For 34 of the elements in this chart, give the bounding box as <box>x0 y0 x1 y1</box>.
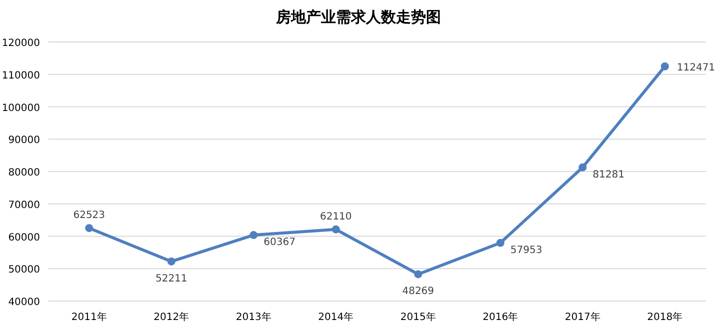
data-label: 62523 <box>73 210 106 222</box>
point <box>85 224 94 232</box>
point <box>660 62 669 70</box>
x-tick-label: 2011年 <box>71 311 107 323</box>
x-tick-label: 2017年 <box>564 311 600 323</box>
y-tick-label: 70000 <box>8 200 40 211</box>
y-tick-label: 100000 <box>2 102 40 114</box>
data-label: 62110 <box>320 211 352 222</box>
data-label: 57953 <box>510 244 542 256</box>
data-label: 60367 <box>264 237 296 248</box>
data-label: 52211 <box>155 273 188 284</box>
x-tick-label: 2014年 <box>318 311 354 323</box>
x-tick-label: 2016年 <box>482 311 518 323</box>
x-tick-label: 2013年 <box>236 311 272 323</box>
point <box>578 163 587 172</box>
point <box>414 270 422 278</box>
x-tick-label: 2018年 <box>647 311 683 323</box>
data-label: 48269 <box>402 286 434 298</box>
y-tick-label: 80000 <box>8 168 40 178</box>
point <box>167 257 176 266</box>
data-label: 81281 <box>592 169 624 180</box>
point <box>250 231 258 240</box>
y-tick-label: 40000 <box>8 297 40 308</box>
point <box>332 225 340 234</box>
y-tick-label: 90000 <box>8 135 40 146</box>
chart-title: 房地产业需求人数走势图 <box>275 8 441 26</box>
x-tick-label: 2012年 <box>154 311 190 323</box>
point <box>496 238 504 247</box>
y-tick-label: 60000 <box>8 232 40 244</box>
y-tick-label: 50000 <box>8 264 40 276</box>
y-tick-label: 120000 <box>2 38 40 49</box>
y-tick-label: 110000 <box>2 70 40 82</box>
x-tick-label: 2015年 <box>400 311 436 323</box>
data-label: 112471 <box>676 62 716 74</box>
